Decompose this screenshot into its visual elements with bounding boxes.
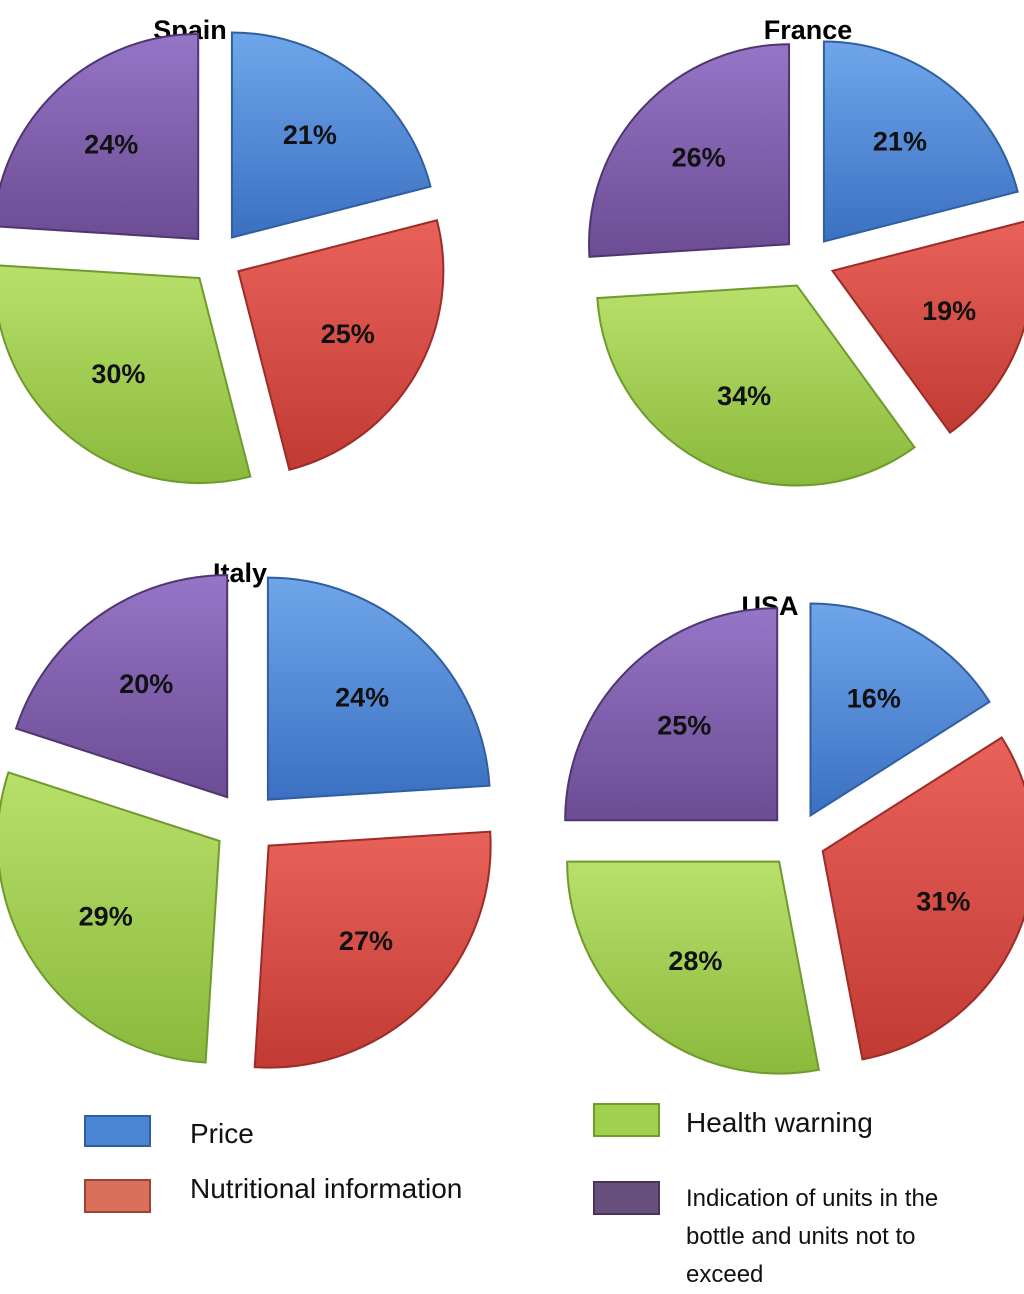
pie-slice-usa-nutritional: [821, 736, 1024, 1061]
slice-label-italy-health: 29%: [79, 901, 133, 931]
legend-swatch-health: [593, 1103, 660, 1137]
slice-label-usa-health: 28%: [668, 946, 722, 976]
chart-title-france: France: [764, 15, 853, 45]
pie-slice-spain-price: [230, 31, 432, 239]
slice-label-spain-health: 30%: [91, 359, 145, 389]
legend-label-nutritional: Nutritional information: [190, 1173, 462, 1204]
pie-slice-france-indication: [588, 43, 791, 258]
pie-slice-usa-indication: [564, 607, 779, 822]
pie-slice-spain-nutritional: [237, 219, 445, 472]
pie-slice-usa-health: [566, 860, 821, 1075]
pie-slice-france-nutritional: [830, 220, 1024, 435]
slice-label-france-indication: 26%: [672, 142, 726, 172]
legend-label-health: Health warning: [686, 1107, 873, 1138]
slice-label-spain-nutritional: 25%: [321, 319, 375, 349]
legend-swatch-indication: [593, 1181, 660, 1215]
legend-swatch-nutritional: [84, 1179, 151, 1213]
slice-label-italy-indication: 20%: [119, 669, 173, 699]
pie-slice-italy-nutritional: [253, 830, 492, 1069]
slice-label-usa-price: 16%: [847, 683, 901, 713]
slice-label-italy-price: 24%: [335, 682, 389, 712]
legend-label-indication-line1: Indication of units in the: [686, 1185, 938, 1212]
pie-slice-spain-health: [0, 264, 252, 484]
slice-label-usa-nutritional: 31%: [916, 886, 970, 916]
legend-label-indication-line3: exceed: [686, 1261, 763, 1288]
pie-slice-france-price: [822, 40, 1019, 243]
pie-slice-italy-health: [0, 771, 221, 1064]
slice-label-italy-nutritional: 27%: [339, 926, 393, 956]
pie-slice-italy-indication: [14, 574, 229, 799]
legend-swatch-price: [84, 1115, 151, 1147]
legend-label-indication-line2: bottle and units not to: [686, 1223, 916, 1250]
pie-slice-usa-price: [809, 602, 991, 818]
pie-slice-spain-indication: [0, 33, 200, 241]
slice-label-france-nutritional: 19%: [922, 296, 976, 326]
charts-layer: Spain21%25%30%24%France21%19%34%26%Italy…: [0, 15, 1024, 1075]
pie-slice-italy-price: [266, 576, 491, 801]
slice-label-france-health: 34%: [717, 381, 771, 411]
legend: Price Nutritional information Health war…: [84, 1103, 938, 1288]
pie-slice-france-health: [596, 284, 916, 487]
legend-label-price: Price: [190, 1118, 254, 1149]
slice-label-usa-indication: 25%: [657, 710, 711, 740]
slice-label-spain-indication: 24%: [84, 130, 138, 160]
slice-label-france-price: 21%: [873, 127, 927, 157]
pie-chart-france: France 21% 19% 34% 26%: [588, 15, 1024, 487]
slice-label-spain-price: 21%: [283, 120, 337, 150]
